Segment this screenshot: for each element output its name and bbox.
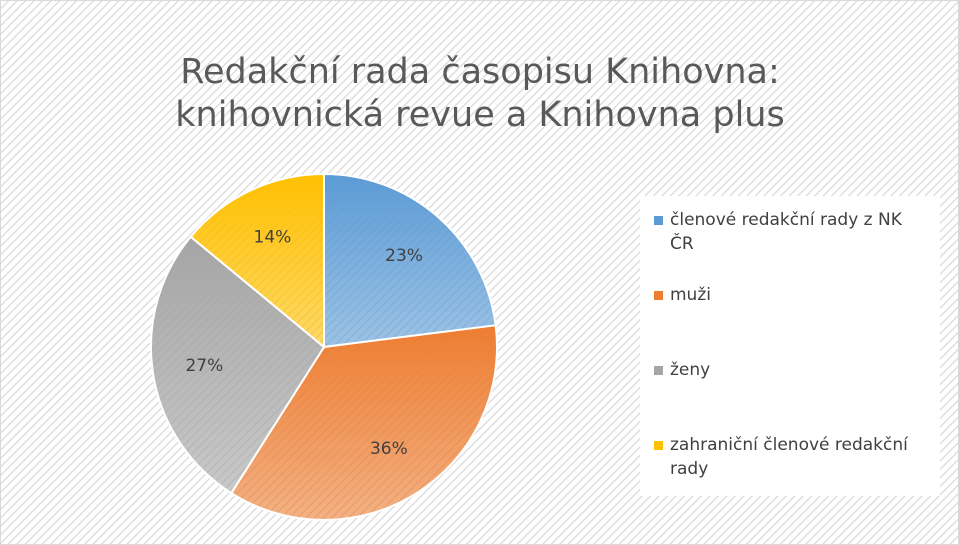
legend-swatch [654, 366, 663, 375]
legend-label: muži [670, 285, 711, 305]
legend-label: zahraniční členové redakční rady [670, 435, 908, 479]
data-label: 27% [185, 356, 223, 376]
legend-entry: ženy [654, 358, 930, 433]
pie-slice [323, 172, 497, 349]
pie-slice [229, 324, 498, 521]
legend-swatch [654, 216, 663, 225]
legend-label: ženy [670, 360, 711, 380]
data-label: 36% [370, 439, 408, 459]
chart-title: knihovnická revue a Knihovna plus [175, 95, 784, 135]
pie-slice [189, 172, 325, 350]
chart-title: Redakční rada časopisu Knihovna: [180, 52, 780, 92]
pie-slice [150, 235, 326, 495]
data-label: 14% [254, 227, 292, 247]
pie [150, 172, 498, 521]
legend: členové redakční rady z NK ČR muži ženy zah… [640, 196, 940, 496]
legend-label: členové redakční rady z NK ČR [670, 210, 902, 254]
legend-entry: členové redakční rady z NK ČR [654, 208, 930, 283]
legend-entry: zahraniční členové redakční rady [654, 433, 930, 508]
legend-swatch [654, 291, 663, 300]
legend-swatch [654, 441, 663, 450]
data-label: 23% [385, 246, 423, 266]
legend-entry: muži [654, 283, 930, 358]
